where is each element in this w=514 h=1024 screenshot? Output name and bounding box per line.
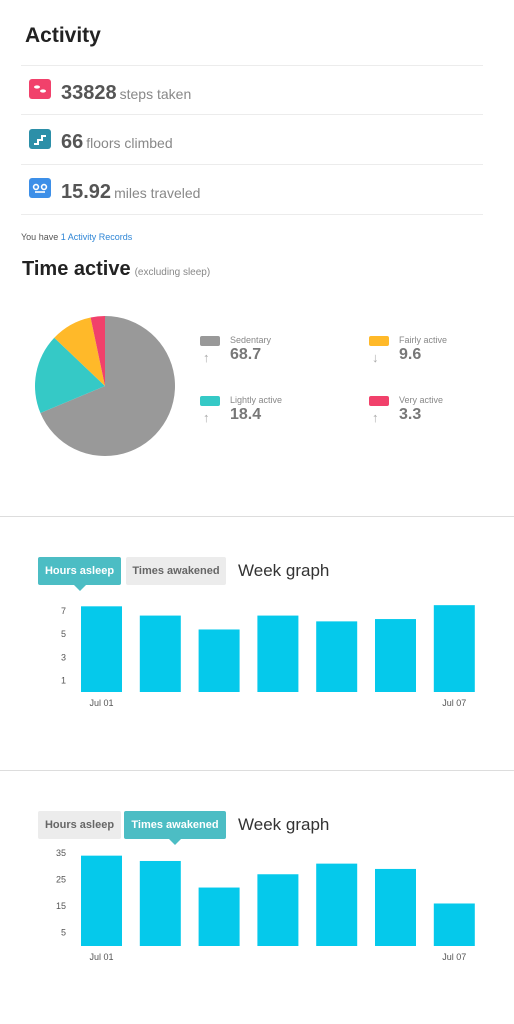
- legend-label-fairly-active: Fairly active: [399, 335, 448, 345]
- x-tick-label: Jul 01: [89, 698, 113, 708]
- steps-value: 33828: [61, 82, 117, 104]
- bar[interactable]: [81, 606, 122, 692]
- steps-label: steps taken: [119, 86, 192, 102]
- legend-very-active: Very active ↑ 3.3: [369, 395, 489, 446]
- distance-icon: [29, 178, 51, 198]
- tab-hours-asleep[interactable]: Hours asleep: [38, 557, 121, 591]
- arrow-up-icon: ↑: [203, 350, 210, 365]
- distance-value: 15.92: [61, 181, 112, 203]
- y-tick-label: 5: [61, 928, 66, 938]
- bar[interactable]: [316, 863, 358, 946]
- stat-row-distance: 15.92 miles traveled: [21, 164, 483, 214]
- x-tick-label: Jul 01: [89, 952, 113, 962]
- y-tick-label: 5: [61, 629, 66, 639]
- legend-fairly-active: Fairly active ↓ 9.6: [369, 335, 489, 386]
- legend-lightly-active: Lightly active ↑ 18.4: [200, 395, 320, 446]
- floors-value: 66: [61, 131, 84, 153]
- pie-slice-very-active: [90, 316, 105, 386]
- steps-icon: [29, 79, 51, 99]
- bar[interactable]: [375, 619, 416, 692]
- legend-swatch-lightly-active: [200, 396, 220, 406]
- bar[interactable]: [433, 605, 475, 692]
- stat-row-steps: 33828 steps taken: [21, 65, 483, 115]
- y-tick-label: 1: [61, 675, 66, 685]
- legend-value-fairly-active: 9.6: [399, 346, 422, 363]
- floors-label: floors climbed: [86, 135, 173, 151]
- bar[interactable]: [257, 874, 299, 946]
- legend-value-sedentary: 68.7: [230, 346, 262, 363]
- activity-records-link[interactable]: 1 Activity Records: [60, 232, 133, 242]
- legend-label-lightly-active: Lightly active: [230, 395, 283, 405]
- bar[interactable]: [433, 903, 475, 946]
- bar[interactable]: [139, 615, 181, 692]
- legend-swatch-fairly-active: [369, 336, 389, 346]
- stats-bottom-divider: [21, 214, 483, 215]
- time-active-pie-chart: [35, 316, 176, 456]
- section-divider: [0, 516, 514, 517]
- arrow-up-icon: ↑: [372, 410, 379, 425]
- distance-label: miles traveled: [114, 185, 201, 201]
- bar[interactable]: [198, 629, 240, 692]
- activity-records-text: You have 1 Activity Records: [21, 232, 132, 242]
- times-awakened-bar-chart: 5 15 25 35 Jul 01 Jul 07: [56, 848, 475, 962]
- pie-slice-lightly-active: [35, 337, 105, 413]
- hours-asleep-bar-chart: 1 3 5 7 Jul 01 Jul 07: [61, 605, 475, 708]
- bar[interactable]: [139, 860, 181, 946]
- bar[interactable]: [81, 855, 122, 946]
- tab-times-awakened[interactable]: Times awakened: [126, 557, 226, 585]
- y-tick-label: 25: [56, 875, 66, 885]
- legend-value-very-active: 3.3: [399, 406, 422, 423]
- legend-sedentary: Sedentary ↑ 68.7: [200, 335, 320, 386]
- y-tick-label: 35: [56, 848, 66, 858]
- time-active-subtitle: (excluding sleep): [134, 267, 211, 278]
- section-divider: [0, 770, 514, 771]
- tab-times-awakened[interactable]: Times awakened: [124, 811, 226, 845]
- x-tick-label: Jul 07: [442, 952, 466, 962]
- bar[interactable]: [198, 887, 240, 946]
- legend-value-lightly-active: 18.4: [230, 406, 262, 423]
- y-tick-label: 3: [61, 652, 66, 662]
- bar[interactable]: [316, 621, 358, 692]
- x-tick-label: Jul 07: [442, 698, 466, 708]
- time-active-heading: Time active: [22, 258, 131, 280]
- activity-title: Activity: [25, 24, 101, 47]
- stat-row-floors: 66 floors climbed: [21, 114, 483, 164]
- legend-label-very-active: Very active: [399, 395, 444, 405]
- week-graph-title: Week graph: [238, 561, 330, 580]
- pie-slice-fairly-active: [54, 317, 105, 386]
- legend-swatch-very-active: [369, 396, 389, 406]
- stairs-icon: [29, 129, 51, 149]
- arrow-up-icon: ↑: [203, 410, 210, 425]
- y-tick-label: 15: [56, 901, 66, 911]
- legend-label-sedentary: Sedentary: [230, 335, 272, 345]
- y-tick-label: 7: [61, 606, 66, 616]
- time-active-title: Time active (excluding sleep): [22, 258, 210, 281]
- records-prefix: You have: [21, 232, 59, 242]
- week-graph-title: Week graph: [238, 815, 330, 834]
- pie-slice-sedentary: [40, 316, 176, 456]
- bar[interactable]: [375, 868, 416, 946]
- arrow-down-icon: ↓: [372, 350, 379, 365]
- tab-hours-asleep[interactable]: Hours asleep: [38, 811, 121, 839]
- bar[interactable]: [257, 615, 299, 692]
- legend-swatch-sedentary: [200, 336, 220, 346]
